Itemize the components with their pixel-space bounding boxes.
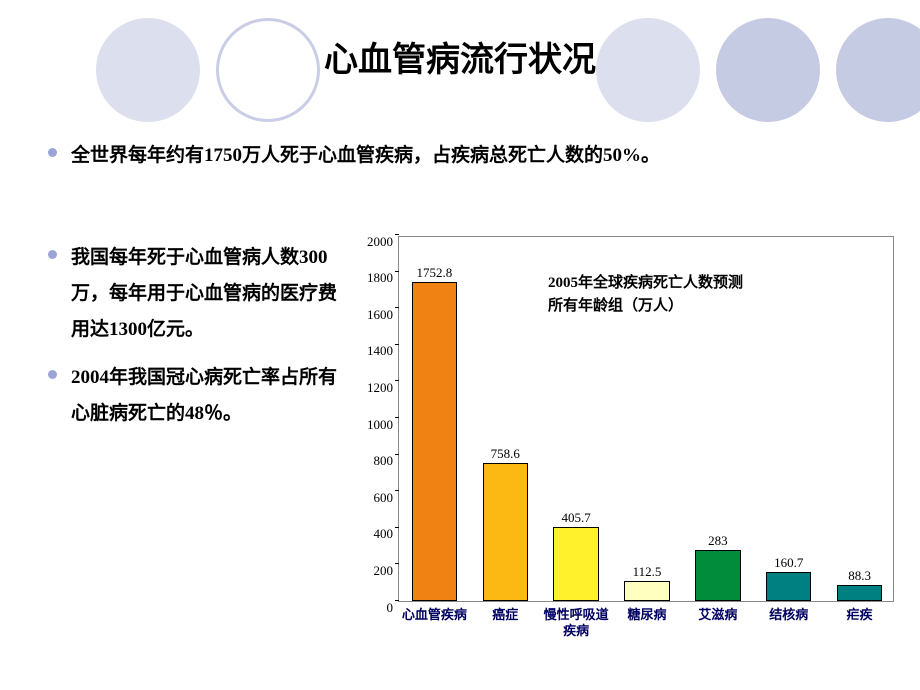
y-tick-label: 400 [374,526,400,542]
chart-bar: 283 [695,550,740,602]
y-tick-label: 2000 [367,234,399,250]
y-tick-label: 200 [374,563,400,579]
chart-title-line2: 所有年龄组（万人） [548,298,683,314]
disease-deaths-bar-chart: 0 200 400 600 800 1000 1200 1400 1600 1800 2000 175… [350,232,898,654]
chart-bar-value-label: 758.6 [491,446,520,464]
chart-bar: 160.7 [766,572,811,601]
y-tick-label: 1600 [367,307,399,323]
y-tick-label: 800 [374,453,400,469]
y-tick-label: 1200 [367,380,399,396]
chart-bar: 758.6 [483,463,528,601]
chart-bar-value-label: 160.7 [774,555,803,573]
chart-x-category-label: 癌症 [470,601,541,623]
chart-x-category-label: 疟疾 [824,601,895,623]
chart-bar-value-label: 1752.8 [417,265,453,283]
chart-title-line1: 2005年全球疾病死亡人数预测 [548,275,743,291]
y-tick-label: 1000 [367,417,399,433]
bullet-text: 全世界每年约有1750万人死于心血管疾病，占疾病总死亡人数的50%。 [71,138,660,174]
chart-bar-value-label: 88.3 [848,568,871,586]
chart-bar: 112.5 [624,581,669,601]
chart-x-category-label: 结核病 [753,601,824,623]
chart-bar: 1752.8 [412,282,457,601]
bullet-item: 2004年我国冠心病死亡率占所有心脏病死亡的48％。 [48,360,338,432]
bullet-list-top: 全世界每年约有1750万人死于心血管疾病，占疾病总死亡人数的50%。 [48,138,878,186]
chart-x-category-label: 艾滋病 [682,601,753,623]
chart-bar: 88.3 [837,585,882,601]
y-tick-label: 0 [387,600,400,616]
chart-bar-value-label: 112.5 [633,564,662,582]
chart-x-category-label: 慢性呼吸道疾病 [541,601,612,640]
bullet-dot-icon [48,148,57,157]
bullet-item: 我国每年死于心血管病人数300万，每年用于心血管病的医疗费用达1300亿元。 [48,240,338,348]
chart-bar: 405.7 [553,527,598,601]
chart-x-category-label: 糖尿病 [612,601,683,623]
chart-title: 2005年全球疾病死亡人数预测 所有年龄组（万人） [548,272,743,317]
bullet-dot-icon [48,250,57,259]
chart-bar-value-label: 405.7 [562,510,591,528]
y-tick-label: 1800 [367,270,399,286]
bullet-item: 全世界每年约有1750万人死于心血管疾病，占疾病总死亡人数的50%。 [48,138,878,174]
bullet-list-left: 我国每年死于心血管病人数300万，每年用于心血管病的医疗费用达1300亿元。 20… [48,240,338,444]
bullet-text: 我国每年死于心血管病人数300万，每年用于心血管病的医疗费用达1300亿元。 [71,240,338,348]
y-tick-label: 600 [374,490,400,506]
chart-x-category-label: 心血管疾病 [399,601,470,623]
y-tick-label: 1400 [367,343,399,359]
bullet-dot-icon [48,370,57,379]
bullet-text: 2004年我国冠心病死亡率占所有心脏病死亡的48％。 [71,360,338,432]
chart-bar-value-label: 283 [708,533,728,551]
page-title: 心血管病流行状况 [0,32,920,81]
